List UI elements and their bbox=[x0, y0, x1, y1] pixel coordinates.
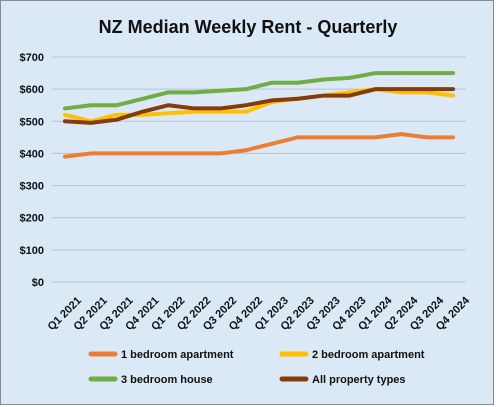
series-point bbox=[426, 72, 428, 74]
series-point bbox=[193, 152, 196, 155]
legend-label: 2 bedroom apartment bbox=[312, 349, 425, 361]
series-point bbox=[452, 94, 454, 97]
series-point bbox=[141, 152, 144, 155]
series-point bbox=[297, 97, 299, 100]
series-point bbox=[219, 89, 221, 92]
series-point bbox=[115, 152, 118, 155]
series-point bbox=[400, 133, 403, 135]
legend-layer: 1 bedroom apartment 2 bedroom apartment 3 … bbox=[88, 349, 425, 386]
series-point bbox=[348, 77, 351, 79]
series-point bbox=[400, 72, 403, 74]
series-point bbox=[167, 112, 170, 115]
series-point bbox=[374, 72, 377, 74]
series-point bbox=[193, 110, 196, 113]
series-point bbox=[193, 107, 196, 110]
chart-title: NZ Median Weekly Rent - Quarterly bbox=[99, 17, 398, 37]
y-axis-layer: $0 $100 $200 $300 $400 $500 $600 $700 bbox=[20, 52, 44, 289]
y-axis-tick-label: $600 bbox=[20, 84, 44, 96]
series-line-all-property-types bbox=[62, 87, 456, 125]
series-point bbox=[400, 91, 403, 94]
series-layer bbox=[62, 71, 456, 159]
series-point bbox=[348, 91, 351, 94]
series-point bbox=[167, 91, 170, 94]
series-point bbox=[426, 88, 428, 90]
series-point bbox=[90, 152, 92, 155]
series-point bbox=[115, 104, 118, 107]
series-point bbox=[115, 114, 118, 116]
series-point bbox=[141, 114, 144, 116]
series-point bbox=[64, 114, 66, 116]
series-point bbox=[64, 155, 66, 158]
series-point bbox=[219, 110, 221, 113]
legend-label: 3 bedroom house bbox=[121, 374, 213, 386]
series-point bbox=[426, 91, 428, 94]
series-point bbox=[348, 94, 351, 97]
series-point bbox=[167, 152, 170, 155]
series-point bbox=[219, 107, 221, 110]
series-point bbox=[297, 81, 299, 84]
series-point bbox=[245, 149, 247, 152]
series-point bbox=[245, 88, 247, 90]
series-line-3-bedroom-house bbox=[62, 71, 456, 111]
y-axis-tick-label: $500 bbox=[20, 116, 44, 128]
legend-label: 1 bedroom apartment bbox=[121, 349, 234, 361]
series-point bbox=[322, 78, 325, 81]
series-point bbox=[271, 81, 273, 84]
series-point bbox=[141, 97, 144, 100]
series-point bbox=[167, 104, 170, 107]
series-point bbox=[271, 99, 273, 102]
series-point bbox=[322, 136, 325, 139]
y-axis-tick-label: $400 bbox=[20, 148, 44, 160]
series-point bbox=[348, 136, 351, 139]
series-point bbox=[64, 120, 66, 123]
series-point bbox=[322, 94, 325, 97]
y-axis-tick-label: $200 bbox=[20, 213, 44, 225]
series-point bbox=[64, 107, 66, 110]
y-axis-tick-label: $300 bbox=[20, 181, 44, 193]
series-point bbox=[426, 136, 428, 139]
series-point bbox=[245, 110, 247, 113]
series-line-1-bedroom-apartment bbox=[62, 132, 456, 159]
series-point bbox=[115, 118, 118, 121]
y-axis-tick-label: $100 bbox=[20, 245, 44, 257]
series-point bbox=[452, 72, 454, 74]
series-point bbox=[452, 88, 454, 90]
series-point bbox=[141, 110, 144, 113]
series-point bbox=[374, 136, 377, 139]
series-point bbox=[90, 122, 92, 124]
series-point bbox=[297, 136, 299, 139]
series-point bbox=[193, 91, 196, 94]
y-axis-tick-label: $700 bbox=[20, 52, 44, 64]
series-point bbox=[271, 142, 273, 145]
series-point bbox=[219, 152, 221, 155]
y-axis-tick-label: $0 bbox=[32, 277, 44, 289]
series-point bbox=[400, 88, 403, 90]
series-point bbox=[374, 88, 377, 90]
series-point bbox=[90, 104, 92, 107]
legend-label: All property types bbox=[312, 374, 406, 386]
series-point bbox=[245, 104, 247, 107]
series-point bbox=[452, 136, 454, 139]
